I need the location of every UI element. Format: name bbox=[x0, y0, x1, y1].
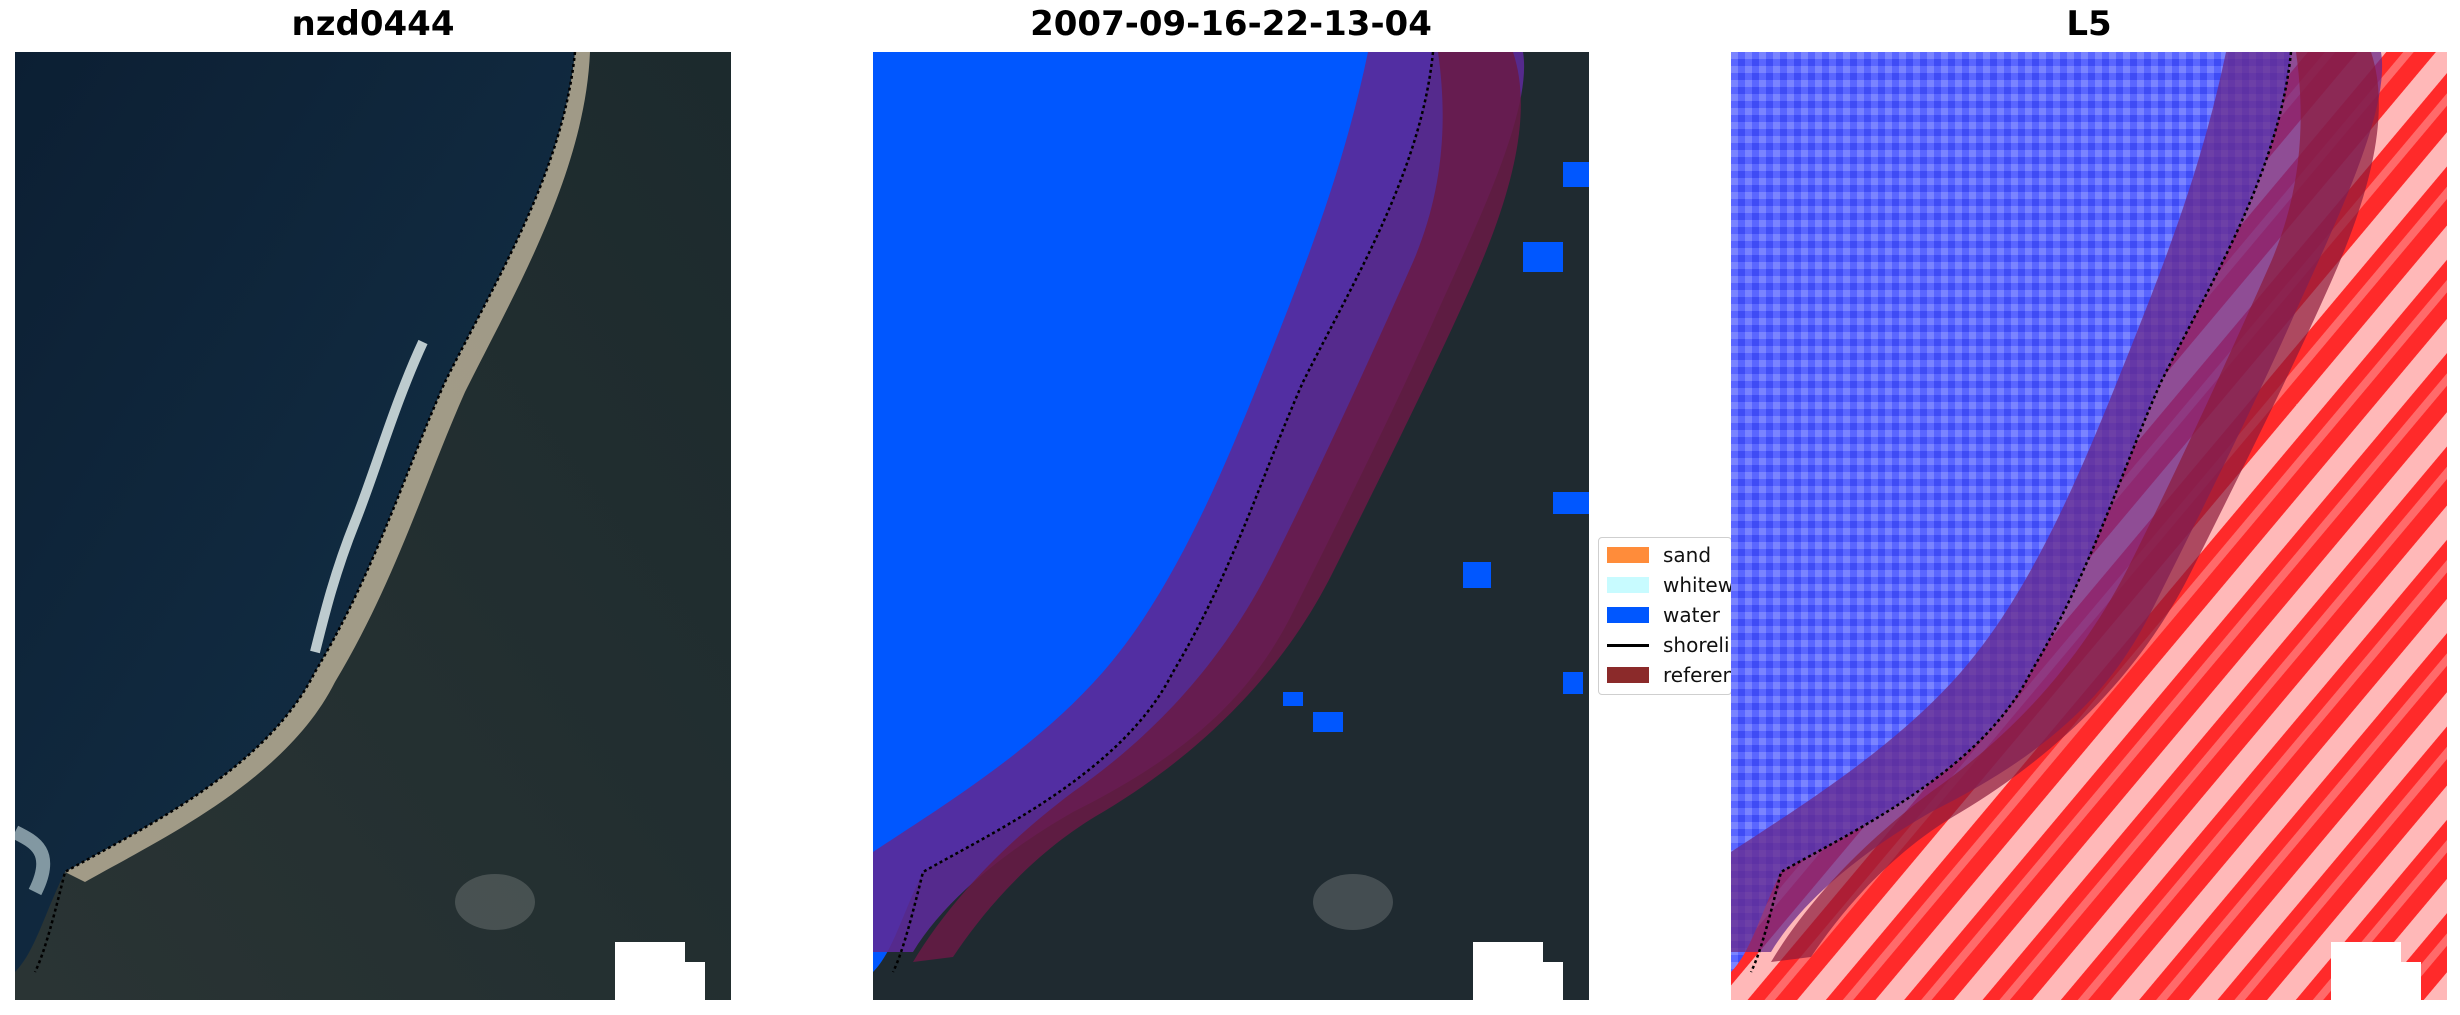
rgb-image-panel bbox=[15, 52, 731, 1000]
shoreline-swatch bbox=[1607, 643, 1649, 647]
classified-image-panel bbox=[873, 52, 1589, 1000]
shoreline-line bbox=[891, 52, 1435, 973]
legend-label: water bbox=[1663, 603, 1720, 627]
panel-title-rgb: nzd0444 bbox=[291, 4, 455, 44]
legend-item-water: water bbox=[1607, 602, 1720, 628]
legend-item-reference: reference bbox=[1607, 662, 1731, 688]
rgb-satellite-image bbox=[15, 52, 731, 1000]
water-patch bbox=[1463, 562, 1491, 588]
reference-swatch bbox=[1607, 667, 1649, 683]
whitewater-band bbox=[310, 339, 428, 654]
whitewater-patch bbox=[15, 825, 51, 896]
nodata-region bbox=[2331, 942, 2421, 1000]
water-class-region bbox=[873, 52, 1433, 972]
panel-title-classified: 2007-09-16-22-13-04 bbox=[1030, 4, 1432, 44]
index-image-panel bbox=[1731, 52, 2447, 1000]
nodata-region bbox=[615, 942, 705, 1000]
shoreline-line bbox=[33, 52, 577, 973]
legend-item-shoreline: shoreline bbox=[1607, 632, 1731, 658]
legend-label: shoreline bbox=[1663, 633, 1731, 657]
cloud-patch bbox=[455, 874, 535, 930]
buffer-overlay bbox=[873, 52, 1525, 952]
legend-label: sand bbox=[1663, 543, 1712, 567]
nodata-region bbox=[1473, 942, 1563, 1000]
cloud-patch bbox=[1313, 874, 1393, 930]
sand-swatch bbox=[1607, 547, 1649, 563]
legend-item-sand: sand bbox=[1607, 542, 1711, 568]
whitewater-swatch bbox=[1607, 577, 1649, 593]
buffer-overlay bbox=[1731, 52, 2383, 952]
water-patch bbox=[1523, 242, 1563, 272]
water-patch bbox=[1313, 712, 1343, 732]
classified-image bbox=[873, 52, 1589, 1000]
water-index-area bbox=[1731, 52, 2291, 972]
water-patch bbox=[1553, 492, 1589, 514]
legend-label: reference bbox=[1663, 663, 1731, 687]
water-swatch bbox=[1607, 607, 1649, 623]
reference-overlay bbox=[913, 52, 1521, 962]
sea-area bbox=[15, 52, 575, 972]
panel-title-index: L5 bbox=[2066, 4, 2112, 44]
water-patch bbox=[1563, 672, 1583, 694]
reference-overlay bbox=[1771, 52, 2379, 962]
water-patch bbox=[1563, 162, 1589, 187]
shoreline-line bbox=[1749, 52, 2293, 973]
water-patch bbox=[1283, 692, 1303, 706]
index-image bbox=[1731, 52, 2447, 1000]
